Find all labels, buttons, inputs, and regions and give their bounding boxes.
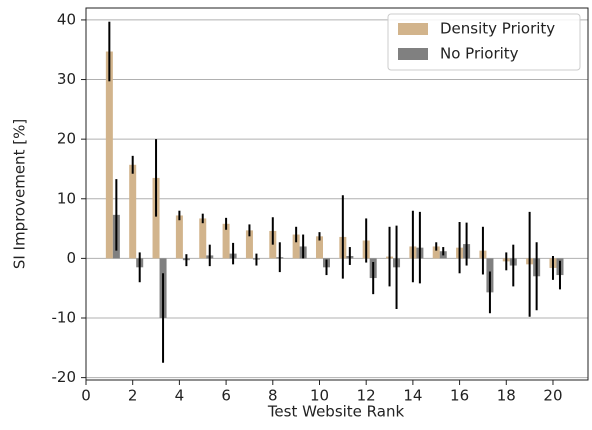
- legend-swatch: [398, 48, 428, 60]
- y-tick-label: 20: [57, 130, 76, 148]
- bar: [222, 223, 230, 259]
- x-tick-label: 6: [221, 387, 231, 405]
- bar: [129, 164, 137, 259]
- y-axis-label: SI Improvement [%]: [11, 119, 29, 269]
- x-tick-label: 2: [128, 387, 138, 405]
- bar: [105, 51, 113, 259]
- legend-swatch: [398, 23, 428, 35]
- x-tick-label: 4: [175, 387, 185, 405]
- y-tick-label: 10: [57, 189, 76, 207]
- x-tick-label: 20: [543, 387, 562, 405]
- x-axis-label: Test Website Rank: [267, 403, 405, 421]
- y-tick-label: 40: [57, 10, 76, 28]
- bar: [432, 246, 440, 259]
- y-tick-label: -20: [52, 368, 77, 386]
- legend-box: [387, 13, 581, 71]
- bar: [292, 234, 300, 259]
- x-tick-label: 16: [450, 387, 469, 405]
- bar: [152, 177, 160, 259]
- y-tick-label: 30: [57, 70, 76, 88]
- bar: [175, 215, 183, 259]
- x-tick-label: 18: [497, 387, 516, 405]
- x-tick-label: 14: [403, 387, 422, 405]
- plot-frame: [85, 7, 589, 381]
- bar: [199, 218, 207, 259]
- x-tick-label: 10: [310, 387, 329, 405]
- legend-label: Density Priority: [440, 20, 555, 38]
- x-tick-label: 12: [357, 387, 376, 405]
- y-tick-label: -10: [52, 309, 77, 327]
- x-tick-label: 0: [81, 387, 91, 405]
- bar: [245, 230, 253, 259]
- y-tick-label: 0: [66, 249, 76, 267]
- legend-label: No Priority: [440, 45, 519, 63]
- x-tick-label: 8: [268, 387, 278, 405]
- bar: [315, 236, 323, 259]
